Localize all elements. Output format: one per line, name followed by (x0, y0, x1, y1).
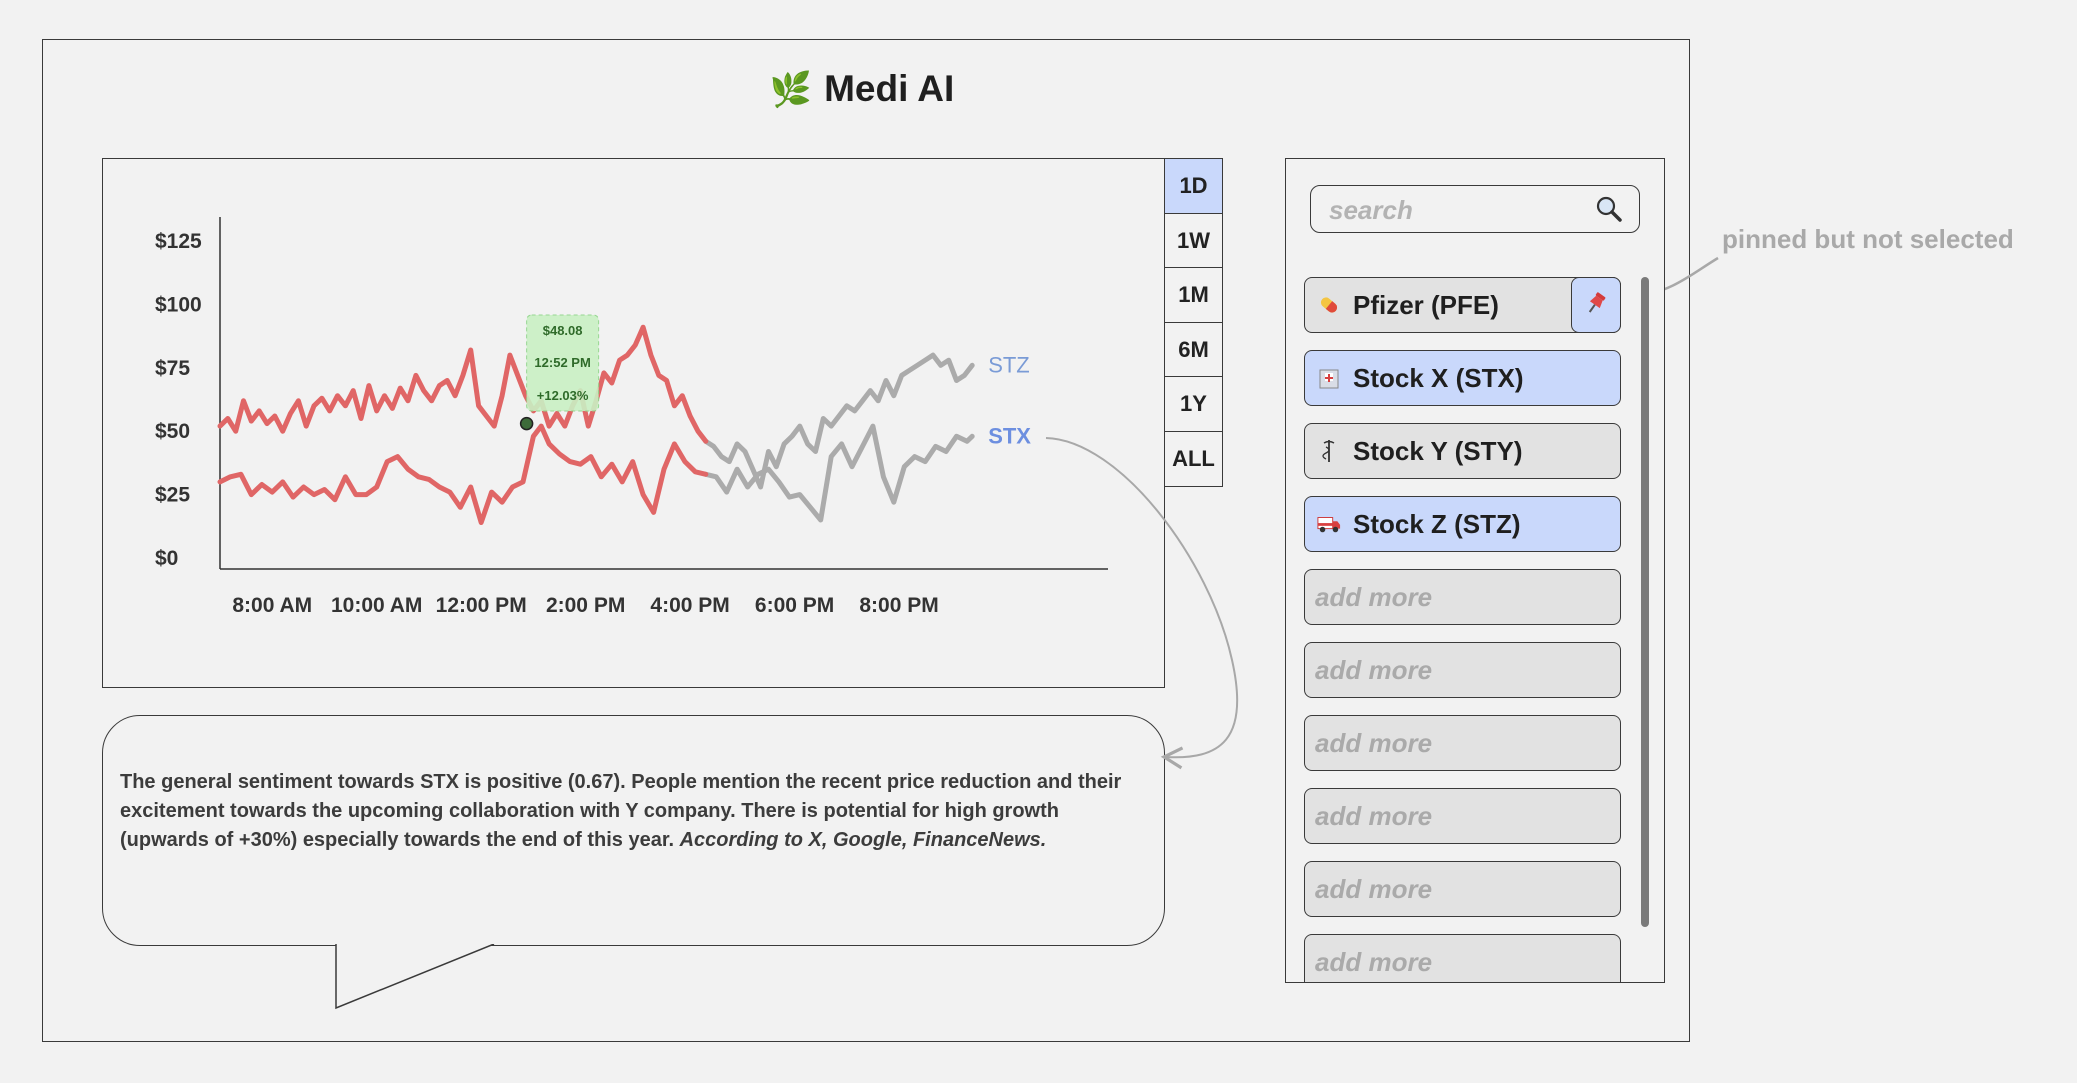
watchlist-item-label: Stock Z (STZ) (1353, 508, 1521, 539)
x-tick-label: 6:00 PM (755, 594, 834, 617)
tab-6m[interactable]: 6M (1164, 321, 1223, 378)
y-tick-label: $100 (155, 293, 202, 316)
watchlist-item-sty[interactable]: Stock Y (STY) (1304, 423, 1621, 479)
caduceus-icon (1317, 438, 1341, 464)
stx-price-line (217, 423, 709, 525)
y-tick-label: $125 (155, 230, 202, 253)
search-input[interactable] (1327, 192, 1591, 228)
pinned-annotation: pinned but not selected (1722, 224, 2014, 254)
tab-1d[interactable]: 1D (1164, 158, 1223, 214)
leaf-icon: 🌿 (769, 71, 813, 109)
watchlist-item-label: Stock Y (STY) (1353, 435, 1523, 466)
x-tick-label: 10:00 AM (331, 594, 422, 617)
watchlist-item-stz[interactable]: Stock Z (STZ) (1304, 496, 1621, 552)
add-more-slot[interactable]: add more (1304, 861, 1621, 917)
sentiment-summary: The general sentiment towards STX is pos… (120, 768, 1150, 855)
stx-projection-line (703, 423, 975, 523)
tooltip-point (519, 416, 534, 431)
pill-icon (1317, 293, 1341, 317)
tooltip-box (526, 314, 600, 412)
watchlist-item-stx[interactable]: Stock X (STX) (1304, 350, 1621, 406)
tab-all[interactable]: ALL (1164, 430, 1223, 487)
tooltip-time: 12:52 PM (534, 355, 590, 370)
add-more-slot[interactable]: add more (1304, 642, 1621, 698)
y-tick-label: $75 (155, 357, 190, 380)
pin-button[interactable] (1571, 277, 1621, 333)
sentiment-source: According to X, Google, FinanceNews. (679, 829, 1047, 851)
add-more-label: add more (1315, 946, 1433, 977)
add-more-slot[interactable]: add more (1304, 788, 1621, 844)
tab-1m[interactable]: 1M (1164, 267, 1223, 323)
sentiment-text: The general sentiment towards STX is pos… (120, 771, 1122, 851)
x-tick-label: 8:00 AM (232, 594, 312, 617)
add-more-label: add more (1315, 727, 1433, 758)
stz-series-label: STZ (988, 352, 1030, 377)
add-more-slot[interactable]: add more (1304, 934, 1621, 982)
search-icon[interactable] (1595, 195, 1623, 228)
chart-panel: $0 $25 $50 $75 $100 $125 8:00 AM 10:00 AM 12:00 … (102, 158, 1165, 688)
tab-1y[interactable]: 1Y (1164, 376, 1223, 432)
x-tick-label: 12:00 PM (436, 594, 527, 617)
tooltip-change: +12.03% (537, 388, 589, 403)
add-more-label: add more (1315, 581, 1433, 612)
sentiment-bubble (102, 715, 1165, 946)
ambulance-icon (1317, 513, 1341, 535)
app-header: 🌿 Medi AI (0, 68, 1724, 110)
stz-projection-line (703, 352, 975, 490)
y-tick-label: $50 (155, 420, 190, 443)
add-more-label: add more (1315, 873, 1433, 904)
watchlist-panel: Pfizer (PFE) Stock X (STX) Stock Y (STY)… (1285, 158, 1665, 983)
scrollbar[interactable] (1641, 277, 1649, 927)
y-tick-label: $0 (155, 547, 178, 570)
add-more-slot[interactable]: add more (1304, 569, 1621, 625)
app-title: Medi AI (824, 68, 955, 109)
search-box (1310, 185, 1640, 233)
tooltip-price: $48.08 (543, 323, 583, 338)
add-more-label: add more (1315, 800, 1433, 831)
x-tick-label: 4:00 PM (650, 594, 729, 617)
watchlist-item-label: Stock X (STX) (1353, 362, 1524, 393)
x-tick-label: 8:00 PM (859, 594, 938, 617)
add-more-slot[interactable]: add more (1304, 715, 1621, 771)
add-more-label: add more (1315, 654, 1433, 685)
bubble-tail (335, 944, 495, 1010)
x-tick-label: 2:00 PM (546, 594, 625, 617)
stz-price-line (217, 324, 709, 444)
stx-to-summary-arrow (1045, 437, 1239, 770)
price-chart: $0 $25 $50 $75 $100 $125 8:00 AM 10:00 AM 12:00 … (155, 217, 1108, 617)
watchlist-item-label: Pfizer (PFE) (1353, 289, 1499, 320)
watchlist-item-pfe[interactable]: Pfizer (PFE) (1304, 277, 1621, 333)
pushpin-icon (1583, 290, 1609, 321)
hospital-icon (1317, 366, 1341, 390)
stx-series-label: STX (988, 423, 1031, 448)
time-range-tabs: 1D 1W 1M 6M 1Y ALL (1164, 158, 1223, 487)
y-tick-label: $25 (155, 484, 190, 507)
